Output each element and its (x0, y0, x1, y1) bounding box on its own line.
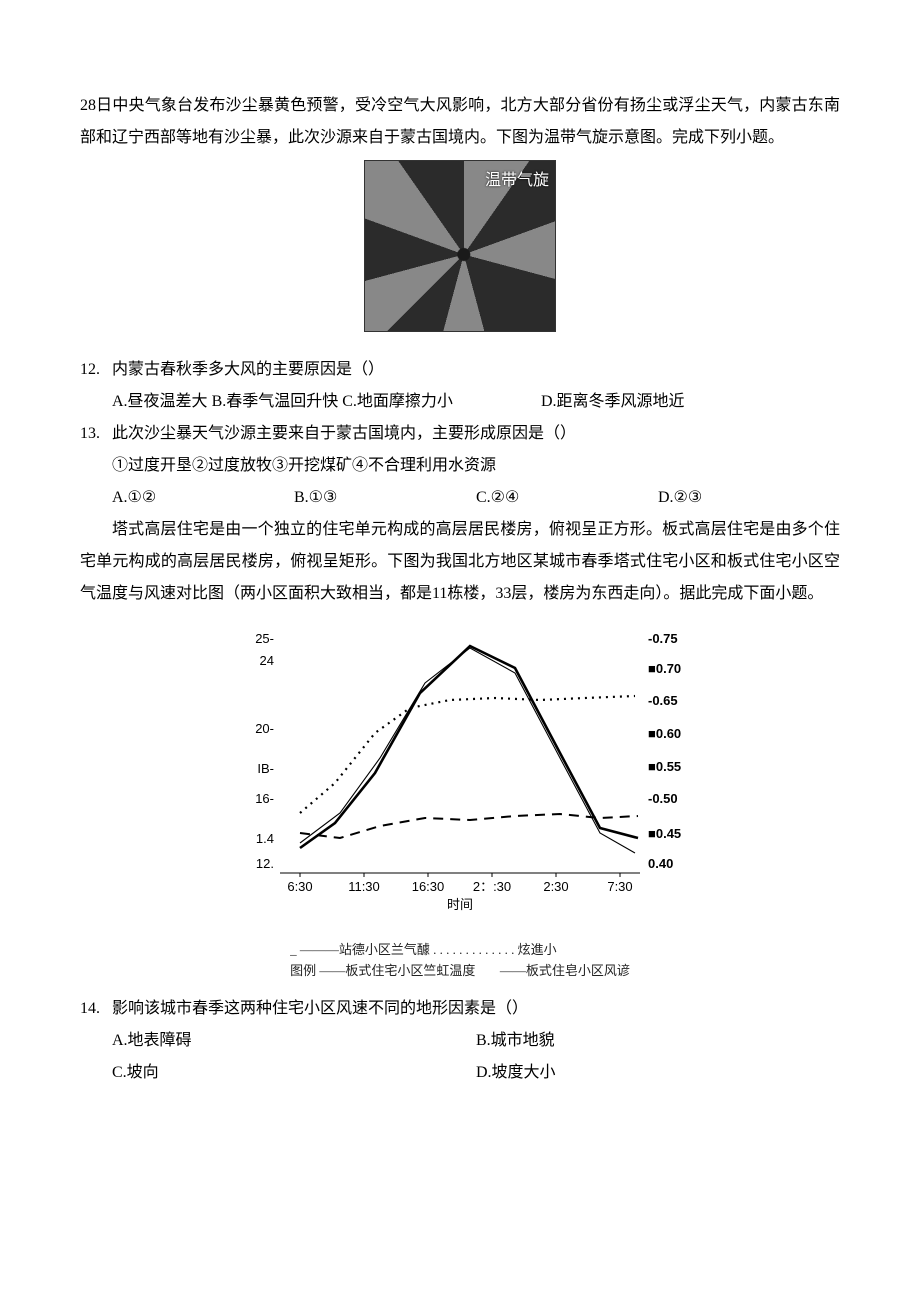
q12-optC: C.地面摩擦力小 (342, 393, 453, 410)
svg-text:6:30: 6:30 (287, 879, 312, 894)
svg-text:-0.50: -0.50 (648, 791, 678, 806)
svg-text:16:30: 16:30 (412, 879, 445, 894)
q13-optA: A.①② (112, 482, 294, 514)
q12-optD: D.距离冬季风源地近 (541, 393, 685, 410)
q14-options-2: C.坡向 D.坡度大小 (80, 1057, 840, 1089)
q13-stem: 此次沙尘暴天气沙源主要来自于蒙古国境内，主要形成原因是（） (112, 418, 840, 450)
q14-optD: D.坡度大小 (476, 1057, 840, 1089)
chart-svg: 25- 24 20- IB- 16- 1.4 12. -0.75 ■0.70 -0.65 ■0.60… (225, 628, 695, 928)
svg-text:11:30: 11:30 (348, 879, 380, 894)
passage-1: 28日中央气象台发布沙尘暴黄色预警，受冷空气大风影响，北方大部分省份有扬尘或浮尘… (80, 90, 840, 154)
svg-text:2：:30: 2：:30 (473, 879, 511, 894)
q13-sub: ①过度开垦②过度放牧③开挖煤矿④不合理利用水资源 (80, 450, 840, 482)
svg-text:■0.60: ■0.60 (648, 726, 681, 741)
q14-optA: A.地表障碍 (112, 1025, 476, 1057)
q12-optA: A.昼夜温差大 (112, 393, 208, 410)
q12-num: 12. (80, 354, 112, 386)
chart-wrap: 25- 24 20- IB- 16- 1.4 12. -0.75 ■0.70 -0.65 ■0.60… (80, 628, 840, 987)
svg-text:25-: 25- (255, 631, 274, 646)
q13-options: A.①② B.①③ C.②④ D.②③ (80, 482, 840, 514)
figure-cyclone-wrap: 温带气旋 (80, 160, 840, 344)
q12-optB: B.春季气温回升快 (212, 393, 339, 410)
q12: 12. 内蒙古春秋季多大风的主要原因是（） (80, 354, 840, 386)
svg-text:24: 24 (260, 653, 274, 668)
svg-text:20-: 20- (255, 721, 274, 736)
svg-text:时间: 时间 (447, 897, 473, 912)
chart: 25- 24 20- IB- 16- 1.4 12. -0.75 ■0.70 -0.65 ■0.60… (80, 628, 840, 987)
figure-cyclone: 温带气旋 (364, 160, 556, 332)
legend-2b: ——板式住皂小区风谚 (500, 963, 630, 978)
q14-stem: 影响该城市春季这两种住宅小区风速不同的地形因素是（） (112, 993, 840, 1025)
legend-1b: . . . . . . . . . . . . . 炫進小 (433, 942, 557, 957)
q14-optC: C.坡向 (112, 1057, 476, 1089)
svg-text:12.: 12. (256, 856, 274, 871)
svg-text:■0.55: ■0.55 (648, 759, 681, 774)
svg-text:■0.70: ■0.70 (648, 661, 681, 676)
legend-2a: 图例 ——板式住宅小区竺虹温度 (290, 963, 475, 978)
q14: 14. 影响该城市春季这两种住宅小区风速不同的地形因素是（） (80, 993, 840, 1025)
svg-text:0.40: 0.40 (648, 856, 673, 871)
q14-num: 14. (80, 993, 112, 1025)
q14-optB: B.城市地貌 (476, 1025, 840, 1057)
chart-legend: _ ———站德小区兰气醵 . . . . . . . . . . . . . 炫… (290, 940, 630, 982)
legend-1a: _ ———站德小区兰气醵 (290, 942, 430, 957)
svg-text:7:30: 7:30 (607, 879, 632, 894)
q13-optC: C.②④ (476, 482, 658, 514)
q13-optB: B.①③ (294, 482, 476, 514)
svg-text:16-: 16- (255, 791, 274, 806)
q12-stem: 内蒙古春秋季多大风的主要原因是（） (112, 354, 840, 386)
svg-text:-0.75: -0.75 (648, 631, 678, 646)
svg-text:2:30: 2:30 (543, 879, 568, 894)
svg-text:-0.65: -0.65 (648, 693, 678, 708)
q14-options-1: A.地表障碍 B.城市地貌 (80, 1025, 840, 1057)
q13-num: 13. (80, 418, 112, 450)
svg-text:IB-: IB- (257, 761, 274, 776)
passage-2: 塔式高层住宅是由一个独立的住宅单元构成的高层居民楼房，俯视呈正方形。板式高层住宅… (80, 514, 840, 610)
figure-cyclone-label: 温带气旋 (485, 165, 549, 197)
svg-text:■0.45: ■0.45 (648, 826, 681, 841)
q12-options: A.昼夜温差大 B.春季气温回升快 C.地面摩擦力小 D.距离冬季风源地近 (80, 386, 840, 418)
svg-text:1.4: 1.4 (256, 831, 274, 846)
q13: 13. 此次沙尘暴天气沙源主要来自于蒙古国境内，主要形成原因是（） (80, 418, 840, 450)
q13-optD: D.②③ (658, 482, 840, 514)
